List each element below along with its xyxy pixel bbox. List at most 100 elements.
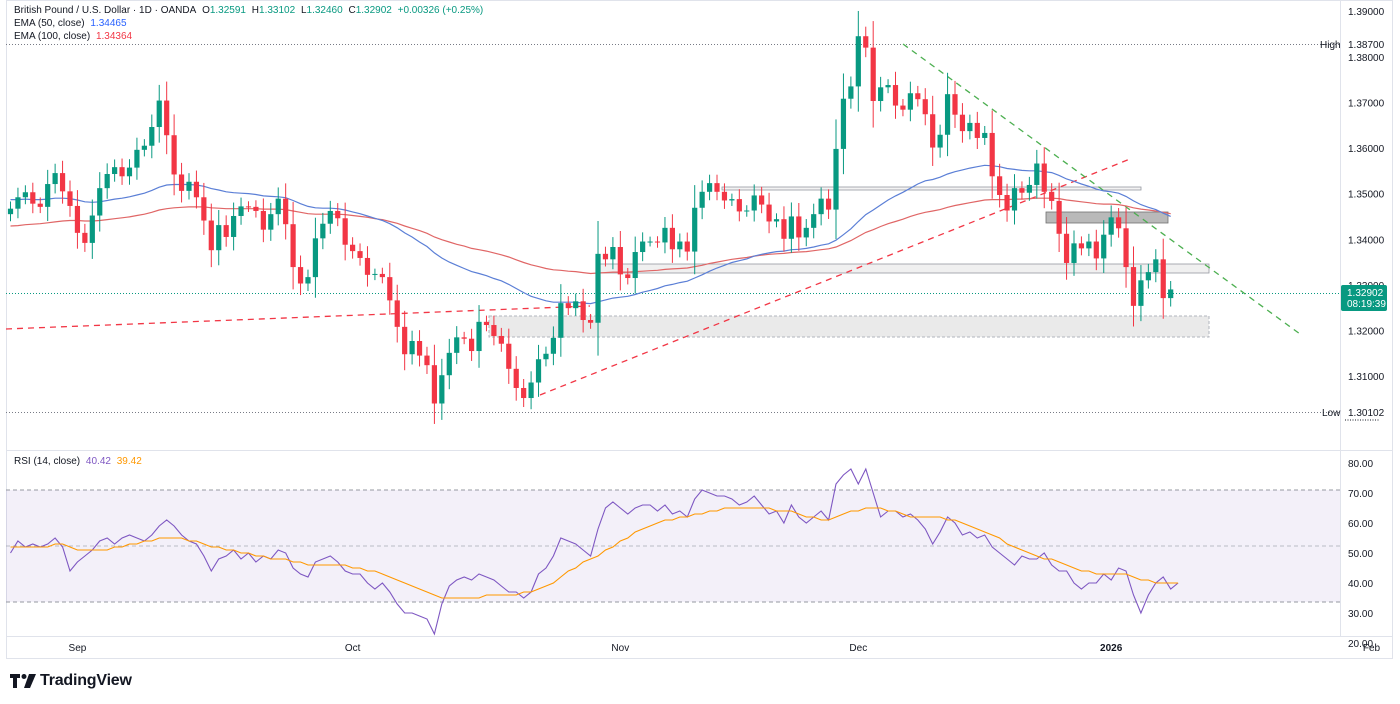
close-value: 1.32902 xyxy=(355,5,392,16)
time-tick-label: Nov xyxy=(611,643,629,654)
candle-body xyxy=(930,114,936,148)
candle-body xyxy=(1004,194,1010,211)
candle-body xyxy=(692,207,698,252)
candle-body xyxy=(439,375,445,404)
candle-body xyxy=(312,238,319,278)
ema100-legend[interactable]: EMA (100, close) 1.34364 xyxy=(14,31,135,43)
candle-body xyxy=(342,218,348,245)
candle-body xyxy=(602,253,609,260)
candle-body xyxy=(1041,163,1047,192)
support-zone[interactable] xyxy=(488,315,1210,338)
candle-body xyxy=(974,122,980,138)
descending-trendline[interactable] xyxy=(902,43,1301,335)
resistance-zone[interactable] xyxy=(598,263,1210,274)
rsi-line xyxy=(10,467,1179,636)
countdown-timer: 08:19:39 xyxy=(1347,299,1386,310)
candle-body xyxy=(52,173,58,185)
symbol-legend[interactable]: British Pound / U.S. Dollar · 1D · OANDA… xyxy=(14,5,486,17)
candle-body xyxy=(238,206,244,216)
candle-body xyxy=(744,210,750,212)
candle-body xyxy=(30,192,36,204)
candle-body xyxy=(82,232,88,243)
candle-body xyxy=(372,273,378,275)
price-axis[interactable]: 1.39000 1.38000 1.37000 1.36000 1.35000 1.340… xyxy=(1348,7,1385,383)
candle-body xyxy=(171,135,177,175)
rsi-tick-label: 60.00 xyxy=(1348,519,1373,530)
rsi-tick-label: 50.00 xyxy=(1348,549,1373,560)
high-field-value: 1.33102 xyxy=(259,5,296,16)
candle-body xyxy=(297,267,304,284)
candle-body xyxy=(900,105,906,110)
candle-body xyxy=(335,210,341,219)
candle-body xyxy=(907,93,913,110)
candle-body xyxy=(967,122,973,132)
candle-body xyxy=(260,210,266,230)
candle-body xyxy=(186,181,192,191)
candle-body xyxy=(922,99,928,115)
price-tick-label: 1.38000 xyxy=(1348,53,1385,64)
ema100-line xyxy=(10,197,1171,275)
ema-zone[interactable] xyxy=(1045,211,1169,224)
current-price-badge xyxy=(1341,285,1387,311)
high-field-label: H xyxy=(251,5,260,16)
candle-body xyxy=(558,303,564,338)
candle-body xyxy=(1056,200,1062,234)
candle-body xyxy=(1153,259,1159,273)
rsi-tick-label: 70.00 xyxy=(1348,489,1373,500)
high-value: 1.38700 xyxy=(1348,40,1385,51)
time-tick-label: 2026 xyxy=(1100,643,1123,654)
tradingview-logo[interactable]: TradingView xyxy=(10,672,132,690)
candle-body xyxy=(15,197,21,209)
candle-body xyxy=(669,227,675,250)
candle-body xyxy=(193,181,200,198)
rsi-axis[interactable]: 80.00 70.00 60.00 50.00 40.00 30.00 20.00 xyxy=(1348,459,1373,650)
candle-body xyxy=(521,387,527,399)
price-tick-label: 1.39000 xyxy=(1348,7,1385,18)
time-tick-label: Feb xyxy=(1363,643,1381,654)
candle-body xyxy=(870,47,876,102)
candle-body xyxy=(543,353,549,360)
candle-body xyxy=(1138,280,1144,306)
candle-body xyxy=(766,204,772,222)
candle-body xyxy=(506,343,512,369)
candle-body xyxy=(59,173,66,192)
candle-body xyxy=(997,176,1003,195)
candle-body xyxy=(654,241,661,243)
candle-body xyxy=(684,241,690,252)
candle-body xyxy=(1130,267,1137,306)
candle-body xyxy=(580,301,586,321)
candle-body xyxy=(751,195,757,211)
candle-body xyxy=(885,85,891,88)
price-tick-label: 1.37000 xyxy=(1348,98,1385,109)
candle-body xyxy=(402,326,408,355)
rsi-ma-line xyxy=(10,507,1179,599)
candle-body xyxy=(305,277,311,284)
candle-body xyxy=(424,355,430,366)
open-value: 1.32591 xyxy=(209,5,246,16)
candle-body xyxy=(617,247,623,275)
candle-body xyxy=(1063,233,1070,263)
change-value: +0.00326 (+0.25%) xyxy=(397,5,484,16)
long-support-trendline[interactable] xyxy=(5,305,591,330)
candle-body xyxy=(937,134,943,148)
time-axis[interactable]: SepOctNovDec2026FebMarApr xyxy=(69,643,1400,654)
time-tick-label: Oct xyxy=(345,643,361,654)
candle-body xyxy=(216,225,222,251)
candle-body xyxy=(1026,184,1032,193)
candle-body xyxy=(350,244,356,252)
candle-body xyxy=(915,93,921,100)
candle-body xyxy=(535,359,542,383)
candle-body xyxy=(677,241,683,250)
candle-body xyxy=(320,223,326,239)
candle-body xyxy=(67,191,73,206)
candle-body xyxy=(1071,243,1077,263)
brand-name: TradingView xyxy=(40,672,132,689)
ema50-line xyxy=(10,164,1171,305)
candle-body xyxy=(1145,272,1151,281)
candle-body xyxy=(178,174,185,191)
rsi-legend[interactable]: RSI (14, close) 40.42 39.42 xyxy=(14,456,145,468)
ema50-legend[interactable]: EMA (50, close) 1.34465 xyxy=(14,18,130,30)
upper-zone[interactable] xyxy=(721,186,1142,191)
candle-body xyxy=(863,36,869,48)
